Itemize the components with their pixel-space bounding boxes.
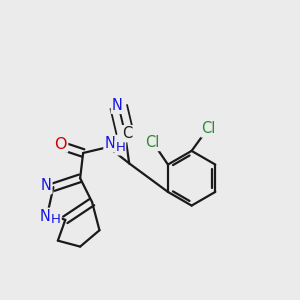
Text: N: N xyxy=(104,136,115,151)
Text: Cl: Cl xyxy=(145,135,160,150)
Text: C: C xyxy=(123,126,133,141)
Text: N: N xyxy=(40,178,51,193)
Text: H: H xyxy=(51,213,61,226)
Text: Cl: Cl xyxy=(201,122,216,136)
Text: H: H xyxy=(115,141,125,154)
Text: N: N xyxy=(40,209,50,224)
Text: O: O xyxy=(55,136,67,152)
Text: N: N xyxy=(112,98,123,113)
